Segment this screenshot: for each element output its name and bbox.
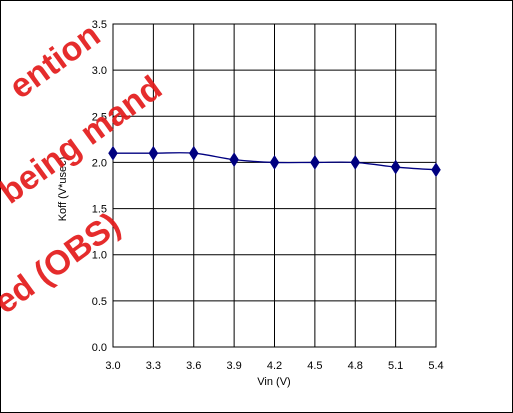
y-tick-label: 0.5	[92, 296, 107, 308]
y-tick-label: 0.0	[92, 342, 107, 354]
data-point	[188, 145, 199, 161]
x-tick-label: 3.0	[105, 360, 120, 372]
y-tick-labels: 0.0 0.5 1.0 1.5 2.0 2.5 3.0 3.5	[92, 19, 107, 354]
x-tick-label: 5.4	[428, 360, 443, 372]
data-point	[148, 145, 159, 161]
x-axis-label: Vin (V)	[257, 376, 290, 388]
x-tick-label: 3.3	[146, 360, 161, 372]
series-layer	[108, 145, 441, 178]
data-point	[390, 159, 401, 175]
x-tick-label: 3.9	[226, 360, 241, 372]
y-tick-label: 2.0	[92, 157, 107, 169]
y-tick-label: 3.5	[92, 19, 107, 31]
data-point	[310, 154, 320, 170]
data-point	[269, 154, 280, 170]
y-tick-label: 1.0	[92, 250, 107, 262]
x-tick-label: 3.6	[186, 360, 201, 372]
plot-area-border	[112, 23, 437, 348]
y-tick-label: 1.5	[92, 204, 107, 216]
data-point	[229, 152, 239, 168]
y-tick-label: 2.5	[92, 111, 107, 123]
x-tick-label: 4.8	[348, 360, 363, 372]
x-tick-labels: 3.0 3.3 3.6 3.9 4.2 4.5 4.8 5.1 5.4	[105, 360, 443, 372]
plot-frame	[112, 23, 437, 348]
y-axis-label: Koff (V*usec)	[57, 157, 69, 222]
data-point	[431, 162, 441, 178]
y-tick-label: 3.0	[92, 65, 107, 77]
x-tick-label: 4.5	[307, 360, 322, 372]
data-point	[108, 145, 118, 161]
x-tick-label: 5.1	[388, 360, 403, 372]
data-point	[350, 154, 361, 170]
x-tick-label: 4.2	[267, 360, 282, 372]
